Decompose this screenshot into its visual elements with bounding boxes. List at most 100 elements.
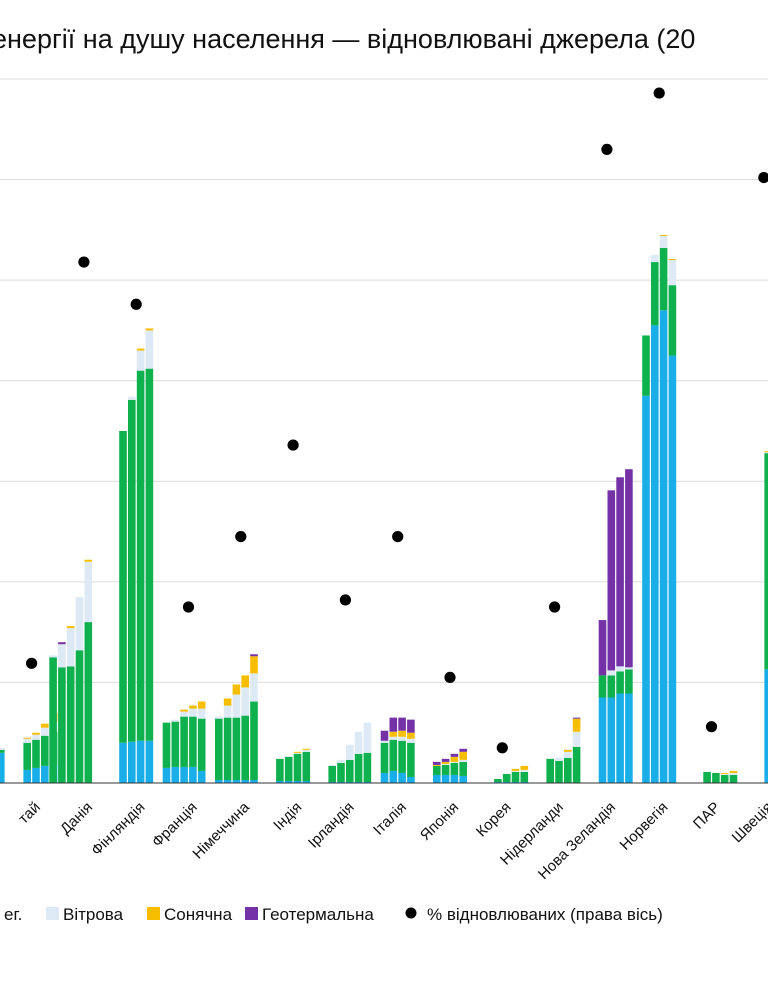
bar-segment-wind <box>223 705 232 718</box>
bar-segment-bio <box>407 742 415 777</box>
bar-segment-wind <box>337 759 345 763</box>
bar-segment-hydro <box>171 766 180 783</box>
bar-segment-bio <box>197 718 206 771</box>
bar-segment-wind <box>572 731 581 747</box>
bar-segment-wind <box>128 396 136 400</box>
bar-segment-hydro <box>407 776 415 783</box>
bar-segment-geo <box>441 758 450 762</box>
bar-segment-bio <box>642 335 650 396</box>
bar-segment-bio <box>0 749 5 753</box>
x-tick-label: Фінляндія <box>88 799 148 859</box>
bar-segment-wind <box>668 260 677 286</box>
bar-segment-geo <box>58 642 66 645</box>
legend-label: Геотермальна <box>262 905 374 924</box>
bar-segment-bio <box>328 765 336 782</box>
bar-segment-solar <box>136 348 145 351</box>
bar-segment-geo <box>250 654 258 657</box>
bar-segment-wind <box>197 708 206 719</box>
bar-segment-hydro <box>616 693 624 783</box>
bar-segment-wind <box>720 773 729 775</box>
bar-segment-bio <box>136 370 145 741</box>
bar-segment-solar <box>511 768 520 771</box>
x-tick-label: Норвегія <box>617 799 672 854</box>
bar-segment-bio <box>66 666 75 783</box>
bar-segment-bio <box>703 771 711 783</box>
bar-segment-wind <box>250 673 258 702</box>
bar-segment-bio <box>363 752 372 782</box>
bar-segment-solar <box>32 732 40 735</box>
bar-segment-wind <box>555 757 563 761</box>
bar-segment-hydro <box>180 766 188 783</box>
bar-segment-bio <box>250 701 258 780</box>
bar-segment-wind <box>389 736 398 740</box>
legend-label: Вітрова <box>63 905 124 924</box>
bar-segment-hydro <box>511 781 520 783</box>
bar-segment-bio <box>241 715 249 780</box>
bar-segment-hydro <box>197 770 206 783</box>
bar-segment-hydro <box>241 779 249 783</box>
bar-segment-solar <box>180 709 188 712</box>
bar-segment-hydro <box>145 740 154 783</box>
bar-segment-solar <box>41 723 49 728</box>
x-tick-label: Ірландія <box>305 799 358 852</box>
bar-segment-solar <box>389 731 398 737</box>
bar-segment-solar <box>302 748 311 750</box>
bar-segment-hydro <box>162 767 171 783</box>
bar-segment-bio <box>223 717 232 780</box>
bar-segment-hydro <box>764 669 768 783</box>
bar-segment-bio <box>145 368 154 741</box>
bar-segment-wind <box>302 749 311 752</box>
bar-segment-hydro <box>337 781 345 783</box>
bar-segment-solar <box>189 705 197 709</box>
bar-segment-hydro <box>363 781 372 783</box>
bar-segment-bio <box>162 722 171 768</box>
bar-segment-bio <box>616 671 624 694</box>
bar-segment-wind <box>0 747 5 750</box>
bar-segment-geo <box>625 469 633 668</box>
percentage-dot <box>130 298 142 310</box>
bar-segment-wind <box>41 727 49 736</box>
bar-segment-wind <box>441 763 450 765</box>
bar-segment-geo <box>433 761 441 765</box>
bar-segment-wind <box>241 687 249 716</box>
bar-segment-wind <box>616 666 624 672</box>
bar-segment-bio <box>441 764 450 775</box>
legend-marker-dot <box>405 907 417 919</box>
x-tick-label: тай <box>15 799 44 828</box>
bar-segment-wind <box>171 719 180 722</box>
bar-segment-hydro <box>250 779 258 783</box>
bar-segment-bio <box>659 247 668 311</box>
bar-segment-wind <box>459 759 467 762</box>
bar-segment-bio <box>398 740 406 773</box>
bar-segment-bio <box>520 771 529 782</box>
bar-segment-solar <box>23 737 31 739</box>
bar-segment-hydro <box>398 772 406 783</box>
bar-segment-bio <box>32 739 40 768</box>
bar-segment-hydro <box>668 355 677 783</box>
x-tick-label: Швеція <box>729 799 768 846</box>
x-tick-label: Індія <box>270 799 305 834</box>
bar-segment-hydro <box>215 779 223 783</box>
bar-segment-solar <box>223 698 232 706</box>
bar-segment-wind <box>625 667 633 670</box>
bar-segment-geo <box>459 748 467 752</box>
bar-segment-solar <box>66 626 75 629</box>
bar-segment-hydro <box>223 779 232 783</box>
bar-segment-wind <box>407 738 415 743</box>
bar-segment-solar <box>433 764 441 766</box>
percentage-dot <box>235 531 247 543</box>
bar-segment-hydro <box>520 781 529 783</box>
bar-segment-solar <box>729 770 738 773</box>
bar-segment-geo <box>389 717 398 732</box>
bar-segment-geo <box>407 719 415 733</box>
bar-segment-geo <box>616 477 624 667</box>
bar-segment-bio <box>232 717 241 780</box>
x-tick-label: Японія <box>417 799 462 844</box>
bar-segment-hydro <box>494 781 502 783</box>
x-tick-label: Італія <box>370 799 410 839</box>
bar-segment-solar <box>572 718 581 732</box>
bar-segment-hydro <box>433 774 441 783</box>
bar-segment-hydro <box>441 774 450 783</box>
